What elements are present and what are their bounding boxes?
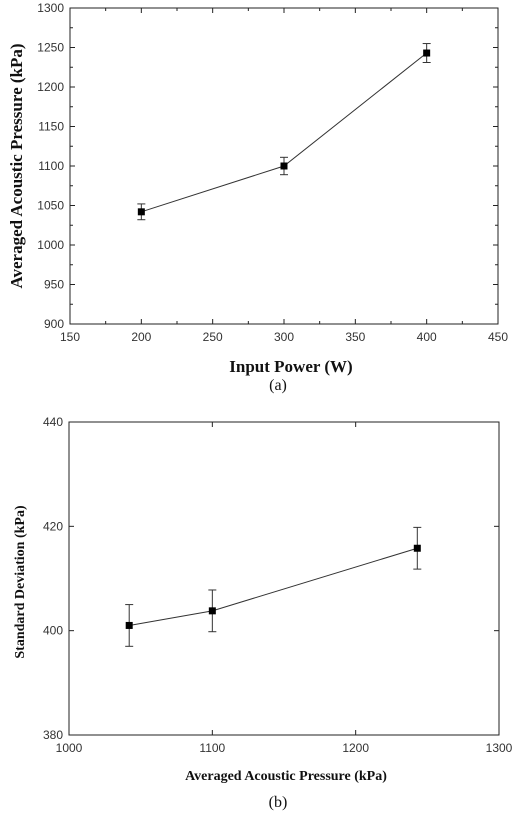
data-point-marker (413, 544, 421, 552)
chart-a-y-tick-labels: 900 950 1000 1050 1100 1150 1200 1250 1300 (37, 1, 64, 331)
chart-b-panel-label: (b) (269, 794, 288, 811)
x-tick-label: 450 (488, 330, 508, 344)
chart-a-error-bars (137, 43, 431, 221)
chart-b-error-bars (125, 526, 422, 647)
x-tick-label: 1100 (199, 741, 225, 755)
x-tick-label: 350 (345, 330, 365, 344)
chart-b-plot-frame (68, 421, 500, 736)
y-tick-label: 900 (44, 317, 64, 331)
chart-b-x-axis-title: Averaged Acoustic Pressure (kPa) (185, 769, 387, 784)
y-tick-label: 1150 (38, 120, 64, 134)
chart-a-series-line (141, 52, 427, 213)
y-tick-label: 1050 (37, 199, 64, 213)
x-tick-label: 300 (274, 330, 294, 344)
x-tick-label: 1000 (56, 741, 83, 755)
chart-b-y-ticks (69, 421, 499, 736)
chart-b-y-axis-title: Standard Deviation (kPa) (13, 505, 28, 659)
data-point-marker (208, 607, 216, 615)
chart-a-markers (137, 49, 431, 216)
y-tick-label: 440 (43, 415, 63, 429)
chart-b-series-line (129, 547, 418, 626)
y-tick-label: 380 (43, 728, 63, 742)
chart-a: 150 200 250 300 350 400 450 900 950 1000 1050 1100… (7, 1, 508, 394)
y-tick-label: 1200 (37, 80, 64, 94)
data-point-marker (125, 621, 133, 629)
x-tick-label: 200 (131, 330, 151, 344)
chart-a-y-axis-title: Averaged Acoustic Pressure (kPa) (7, 43, 26, 288)
chart-b-markers (125, 544, 421, 629)
chart-a-y-ticks (70, 7, 498, 325)
chart-b-x-ticks (68, 422, 500, 735)
data-point-marker (280, 162, 288, 170)
y-tick-label: 950 (44, 278, 64, 292)
y-tick-label: 1250 (37, 41, 64, 55)
data-point-marker (137, 208, 145, 216)
y-tick-label: 1000 (37, 238, 64, 252)
y-tick-label: 420 (43, 519, 63, 533)
chart-a-panel-label: (a) (269, 377, 287, 394)
x-tick-label: 400 (417, 330, 437, 344)
chart-a-x-ticks (69, 8, 499, 324)
x-tick-label: 250 (203, 330, 223, 344)
chart-a-x-tick-labels: 150 200 250 300 350 400 450 (60, 330, 508, 344)
chart-b-y-tick-labels: 380 400 420 440 (43, 415, 63, 742)
x-tick-label: 1200 (342, 741, 369, 755)
y-tick-label: 1100 (38, 159, 64, 173)
chart-b: 1000 1100 1200 1300 380 400 420 440 Averaged A… (13, 415, 513, 811)
y-tick-label: 400 (43, 624, 63, 638)
x-tick-label: 150 (60, 330, 80, 344)
chart-a-x-axis-title: Input Power (W) (229, 357, 352, 376)
chart-b-x-tick-labels: 1000 1100 1200 1300 (56, 741, 513, 755)
data-point-marker (423, 49, 431, 57)
x-tick-label: 1300 (486, 741, 513, 755)
y-tick-label: 1300 (37, 1, 64, 15)
